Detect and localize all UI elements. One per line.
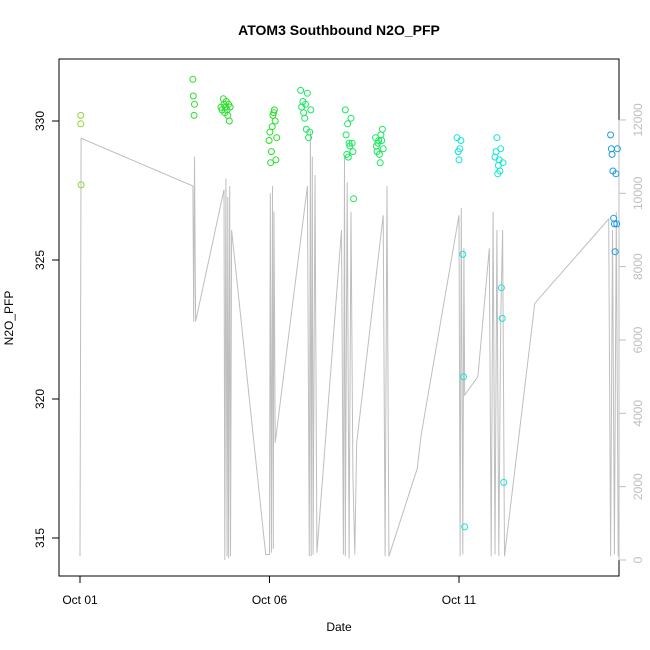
- data-point: [608, 150, 616, 158]
- data-point: [344, 120, 352, 128]
- data-point: [271, 117, 279, 125]
- data-point: [379, 145, 387, 153]
- y2-tick-label: 8000: [631, 253, 645, 280]
- data-point: [607, 145, 615, 153]
- data-point: [613, 220, 621, 228]
- y-axis: 315 320 325 330: [33, 111, 60, 548]
- data-point: [303, 89, 311, 97]
- data-point: [375, 150, 383, 158]
- data-point: [77, 181, 85, 189]
- secondary-line: [79, 130, 619, 561]
- data-point: [461, 523, 469, 531]
- data-point: [301, 114, 309, 122]
- data-point: [376, 159, 384, 167]
- data-point: [191, 100, 198, 108]
- data-point: [345, 139, 353, 147]
- data-point: [267, 148, 275, 156]
- data-point: [348, 139, 356, 147]
- y2-tick-label: 0: [631, 556, 645, 563]
- data-point: [347, 114, 355, 122]
- data-point: [344, 153, 352, 161]
- data-point: [307, 106, 315, 114]
- data-point: [342, 131, 350, 139]
- data-point: [273, 134, 281, 142]
- y-tick-label: 320: [33, 389, 47, 409]
- data-point: [350, 195, 358, 203]
- data-point: [460, 373, 467, 381]
- data-point: [455, 156, 463, 164]
- data-point: [497, 284, 505, 292]
- data-point: [459, 250, 467, 258]
- y2-tick-label: 2000: [631, 473, 645, 500]
- data-point: [497, 145, 505, 153]
- x-axis: Oct 01 Oct 06 Oct 11: [62, 575, 477, 607]
- data-point: [499, 159, 507, 167]
- data-point: [302, 100, 309, 108]
- data-point: [610, 214, 618, 222]
- data-point: [77, 111, 85, 119]
- x-tick-label: Oct 06: [252, 593, 288, 607]
- data-point: [297, 86, 305, 94]
- plot-frame: [58, 58, 620, 577]
- y-tick-label: 330: [33, 111, 47, 131]
- data-point: [268, 123, 276, 131]
- data-point: [500, 478, 508, 486]
- data-point: [610, 220, 618, 228]
- data-point: [498, 314, 506, 322]
- data-point: [377, 131, 385, 139]
- y2-tick-label: 4000: [631, 400, 645, 427]
- data-point: [270, 106, 278, 114]
- secondary-y-axis: 0 2000 4000 6000 8000 10000 12000: [618, 103, 645, 563]
- data-point: [270, 109, 278, 117]
- data-point: [226, 103, 234, 111]
- y-axis-label: N2O_PFP: [2, 291, 16, 346]
- data-point: [306, 128, 314, 136]
- data-point: [341, 106, 349, 114]
- data-point: [496, 167, 504, 175]
- data-point: [225, 117, 233, 125]
- data-point: [612, 170, 620, 178]
- points-layer: [77, 75, 621, 531]
- y-tick-label: 325: [33, 250, 47, 270]
- data-point: [189, 75, 197, 83]
- x-tick-label: Oct 01: [62, 593, 98, 607]
- data-point: [378, 137, 386, 144]
- x-axis-label: Date: [326, 620, 352, 634]
- secondary-line-layer: [79, 130, 619, 561]
- data-point: [493, 134, 501, 142]
- data-point: [613, 145, 621, 153]
- data-point: [611, 248, 619, 256]
- data-point: [190, 111, 198, 119]
- data-point: [607, 131, 615, 139]
- data-point: [456, 145, 464, 153]
- data-point: [189, 92, 197, 100]
- data-point: [378, 125, 386, 133]
- data-point: [267, 159, 275, 167]
- x-tick-label: Oct 11: [442, 593, 477, 607]
- data-point: [265, 137, 273, 144]
- chart-title: ATOM3 Southbound N2O_PFP: [238, 22, 440, 38]
- y2-tick-label: 12000: [631, 103, 645, 137]
- data-point: [457, 137, 465, 144]
- y-tick-label: 315: [33, 528, 47, 548]
- data-point: [272, 156, 280, 164]
- data-point: [349, 148, 357, 156]
- data-point: [77, 120, 85, 128]
- y2-tick-label: 6000: [631, 326, 645, 353]
- data-point: [300, 109, 308, 117]
- y2-tick-label: 10000: [631, 176, 645, 210]
